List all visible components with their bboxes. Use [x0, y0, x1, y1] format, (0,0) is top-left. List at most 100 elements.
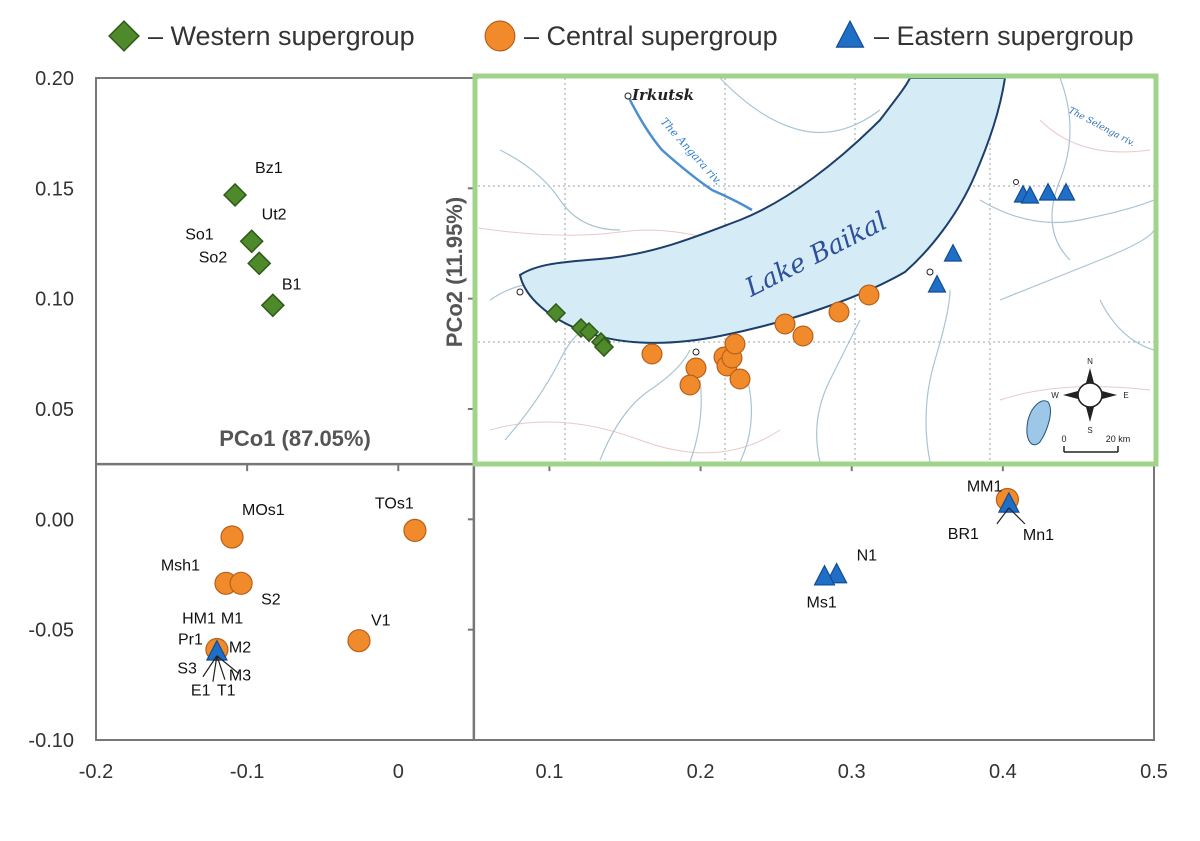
legend-label-western: – Western supergroup	[148, 21, 415, 51]
x-tick-label: 0.1	[536, 761, 564, 783]
map-site-western	[545, 302, 567, 324]
x-tick-label: 0.5	[1140, 761, 1168, 783]
compass-s: S	[1087, 426, 1092, 435]
axes: 0.200.150.100.050.00-0.05-0.10-0.2 -0.1 0 0…	[28, 68, 1168, 783]
point-label-n1: N1	[857, 548, 878, 565]
x-tick-label: 0	[393, 761, 404, 783]
label-leader-line	[216, 655, 240, 675]
point-bz1	[222, 182, 248, 208]
label-leader-line	[202, 655, 218, 678]
point-mos1	[220, 525, 244, 549]
data-points: Bz1 So1 Ut2 So2 B1 MOs1 TOs1 Msh1 S2 HM1 M1 Pr1 M2 V1…	[161, 160, 1054, 700]
angara-river	[626, 95, 753, 212]
compass: N S W E	[1051, 357, 1128, 435]
scale-zero: 0	[1061, 434, 1066, 444]
y-axis-title: PCo2 (11.95%)	[442, 197, 467, 347]
map-site-central	[679, 374, 701, 396]
map-inset: N S W E 0 20 km Irkutsk The Angara riv.	[472, 73, 1159, 467]
y-tick-label: 0.05	[35, 399, 74, 421]
map-frame	[472, 73, 1159, 467]
point-n1	[825, 562, 848, 584]
scale-bar: 0 20 km	[1061, 434, 1131, 453]
small-lake	[1026, 400, 1051, 446]
map-site-central	[792, 325, 814, 347]
y-tick-label: 0.00	[35, 509, 74, 531]
point-label-b1: B1	[282, 276, 302, 293]
point-label-so2: So2	[199, 249, 228, 266]
legend-label-eastern: – Eastern supergroup	[874, 21, 1134, 51]
point-label-e1: E1	[191, 683, 211, 700]
point-label-hm1: HM1	[182, 611, 216, 628]
point-label-mn1: Mn1	[1023, 527, 1054, 544]
compass-w: W	[1051, 391, 1059, 400]
point-so1	[239, 229, 264, 254]
legend-marker-eastern	[835, 19, 865, 48]
map-site-eastern	[1020, 185, 1040, 204]
scale-label: 20 km	[1106, 434, 1131, 444]
y-tick-label: 0.20	[35, 68, 74, 90]
compass-e: E	[1123, 391, 1128, 400]
y-tick-label: -0.05	[28, 620, 74, 642]
map-town-dots	[516, 92, 1019, 356]
map-site-central	[641, 343, 663, 365]
point-label-ut2: Ut2	[262, 206, 287, 223]
y-tick-label: 0.15	[35, 178, 74, 200]
legend-marker-western	[108, 20, 140, 52]
x-tick-label: 0.3	[838, 761, 866, 783]
point-label-m1: M1	[221, 611, 243, 628]
point-s2	[229, 571, 253, 595]
x-tick-label: -0.2	[79, 761, 113, 783]
point-label-mm1: MM1	[967, 478, 1003, 495]
city-label: Irkutsk	[631, 86, 694, 104]
x-axis-title: PCo1 (87.05%)	[219, 426, 371, 451]
map-site-eastern	[1056, 182, 1076, 201]
point-label-m3: M3	[229, 668, 251, 685]
map-site-central	[729, 368, 751, 390]
label-leader-line	[212, 655, 218, 682]
map-site-western	[578, 321, 600, 343]
point-br1	[997, 491, 1020, 513]
point-label-s3: S3	[177, 661, 197, 678]
map-site-eastern	[927, 274, 947, 293]
label-leader-line	[216, 655, 226, 680]
x-tick-label: -0.1	[230, 761, 264, 783]
point-label-v1: V1	[371, 613, 391, 630]
point-label-m2: M2	[229, 640, 251, 657]
point-label-bz1: Bz1	[255, 160, 283, 177]
map-site-western	[593, 336, 615, 358]
map-site-central	[858, 284, 880, 306]
legend: – Western supergroup – Central supergroup…	[108, 19, 1134, 52]
point-label-br1: BR1	[948, 526, 979, 543]
label-leader-line	[996, 507, 1010, 525]
point-label-so1: So1	[185, 226, 214, 243]
point-label-tos1: TOs1	[375, 495, 414, 512]
point-label-t1: T1	[217, 683, 236, 700]
point-v1	[347, 629, 371, 653]
point-label-pr1: Pr1	[178, 632, 203, 649]
point-label-ms1: Ms1	[807, 595, 837, 612]
map-site-central	[774, 313, 796, 335]
map-site-central	[828, 301, 850, 323]
legend-marker-central	[484, 20, 516, 52]
y-tick-label: -0.10	[28, 730, 74, 752]
point-so2	[247, 251, 272, 276]
point-ms1	[813, 564, 836, 586]
point-label-msh1: Msh1	[161, 557, 200, 574]
label-leader-line	[1008, 507, 1026, 525]
map-site-eastern	[1038, 182, 1058, 201]
point-b1	[260, 293, 285, 318]
legend-label-central: – Central supergroup	[524, 21, 778, 51]
x-tick-label: 0.4	[989, 761, 1017, 783]
map-site-eastern	[943, 243, 963, 262]
x-tick-label: 0.2	[687, 761, 715, 783]
map-markers	[545, 182, 1076, 396]
point-label-s2: S2	[261, 591, 281, 608]
point-tos1	[403, 518, 427, 542]
map-site-central	[724, 333, 746, 355]
lake-baikal-shape	[518, 78, 1007, 344]
point-s3	[205, 639, 228, 661]
y-tick-label: 0.10	[35, 289, 74, 311]
compass-n: N	[1087, 357, 1093, 366]
point-label-mos1: MOs1	[242, 502, 285, 519]
